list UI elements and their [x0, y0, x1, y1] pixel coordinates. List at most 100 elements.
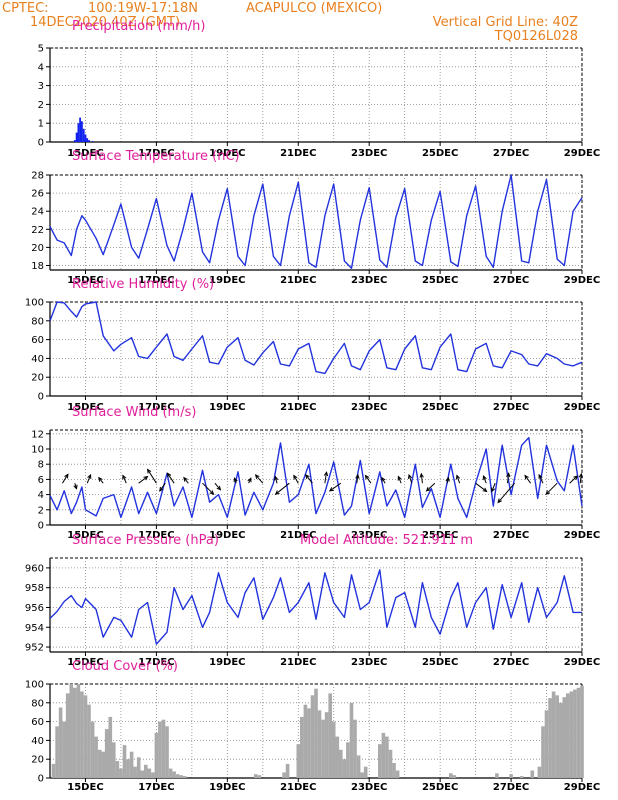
precipitation-xtick-label: 17DEC — [138, 148, 174, 159]
wind-arrow — [329, 482, 342, 492]
wind-xtick-label: 21DEC — [280, 530, 316, 541]
wind-arrow-head — [425, 486, 431, 492]
wind-arrow — [579, 473, 582, 484]
wind-xtick-label: 19DEC — [209, 530, 245, 541]
cloud-bar — [87, 704, 91, 778]
precipitation-bar — [75, 132, 78, 142]
cloud-bar — [321, 719, 325, 778]
wind-arrow — [202, 482, 214, 495]
wind-arrow — [159, 482, 166, 492]
humidity-xtick-label: 23DEC — [351, 402, 387, 413]
wind-arrow-head — [578, 472, 584, 478]
precipitation-xtick-label: 23DEC — [351, 148, 387, 159]
wind-arrow-head — [305, 474, 310, 479]
wind-arrow — [324, 472, 328, 484]
wind-arrow — [147, 469, 157, 484]
wind-arrow-head — [254, 474, 260, 479]
wind-arrow-head — [166, 472, 172, 478]
wind-arrow — [497, 482, 515, 503]
cloud-bar — [495, 773, 499, 778]
precipitation-bar — [86, 138, 89, 142]
wind-xtick-label: 25DEC — [422, 530, 458, 541]
cloud-bar — [158, 721, 162, 778]
wind-arrow — [98, 477, 104, 484]
precipitation-xtick-label: 19DEC — [209, 148, 245, 159]
cloud-bar — [165, 726, 169, 778]
cloud-bar — [349, 702, 354, 778]
cloud-bar — [566, 693, 570, 778]
precipitation-bar — [77, 123, 80, 142]
cloud-bar — [69, 684, 74, 778]
wind-arrow-head — [419, 472, 424, 478]
cloud-bar — [452, 775, 457, 778]
wind-arrow-head — [573, 475, 579, 480]
wind-arrow-head — [506, 472, 511, 478]
cloud-bar — [363, 766, 368, 778]
wind-arrow-head — [73, 484, 78, 490]
temperature-xtick-label: 23DEC — [351, 275, 387, 286]
cloud-bar — [83, 695, 88, 778]
header-coords: 100:19W-17:18N — [88, 1, 198, 16]
cloud-bar — [257, 775, 262, 778]
pressure-xtick-label: 19DEC — [209, 657, 245, 668]
cloud-bar — [449, 773, 453, 778]
temperature-title: Surface Temperature (nC) — [72, 149, 240, 164]
wind-arrow — [420, 473, 423, 484]
wind-arrow — [524, 475, 531, 484]
wind-arrow-head — [183, 476, 188, 482]
wind-arrow-head — [209, 490, 215, 496]
cloud-bar — [94, 736, 98, 778]
precipitation-xtick-label: 29DEC — [564, 148, 600, 159]
cloud-bar — [172, 771, 176, 778]
cloud-bar — [73, 687, 77, 778]
pressure-xtick-label: 17DEC — [138, 657, 174, 668]
cloud-bar — [541, 726, 545, 778]
humidity-xtick-label: 19DEC — [209, 402, 245, 413]
wind-arrow — [491, 483, 496, 492]
wind-arrow — [426, 482, 436, 492]
wind-arrow-head — [455, 474, 461, 480]
humidity-xtick-label: 27DEC — [493, 402, 529, 413]
cloud-bar — [314, 688, 318, 778]
temperature-xtick-label: 27DEC — [493, 275, 529, 286]
cloud-bar — [356, 755, 361, 778]
wind-arrow — [569, 475, 578, 484]
cloud-bar — [576, 687, 581, 778]
pressure-xtick-label: 21DEC — [280, 657, 316, 668]
precipitation-bar — [79, 117, 81, 142]
cloud-bar — [353, 719, 357, 778]
cloud-ytick-label: 60 — [31, 717, 44, 728]
cloud-bar — [58, 707, 63, 778]
cloud-xtick-label: 25DEC — [422, 782, 458, 793]
wind-arrow-head — [381, 476, 386, 482]
header-init-time: 14DEC2020 40Z (GMT) — [30, 15, 180, 30]
wind-arrow-head — [355, 473, 360, 479]
wind-arrow-head — [482, 474, 487, 481]
cloud-bar — [122, 745, 127, 778]
cloud-bar — [551, 691, 556, 778]
cloud-bar — [147, 768, 152, 778]
cloud-bar — [303, 704, 308, 778]
cloud-ytick-label: 20 — [31, 755, 44, 766]
wind-arrow — [397, 476, 402, 484]
wind-arrow-head — [274, 475, 279, 481]
precipitation-bar — [84, 134, 87, 142]
humidity-ytick-label: 20 — [31, 373, 44, 384]
precipitation-ytick-label: 0 — [38, 138, 44, 149]
wind-title: Surface Wind (m/s) — [72, 405, 196, 420]
humidity-ytick-label: 80 — [31, 316, 44, 327]
cloud-ytick-label: 100 — [25, 680, 44, 691]
wind-arrow — [538, 474, 544, 484]
cloud-bar — [51, 763, 56, 778]
wind-arrow-head — [397, 475, 402, 481]
precipitation-xtick-label: 15DEC — [67, 148, 103, 159]
cloud-xtick-label: 29DEC — [564, 782, 600, 793]
header-location: ACAPULCO (MEXICO) — [246, 1, 382, 16]
cloud-bar — [519, 776, 524, 778]
wind-arrow-head — [64, 473, 69, 479]
cloud-bar — [544, 710, 549, 778]
precipitation-bar — [82, 128, 85, 142]
wind-arrow-head — [408, 473, 413, 479]
wind-xtick-label: 27DEC — [493, 530, 529, 541]
